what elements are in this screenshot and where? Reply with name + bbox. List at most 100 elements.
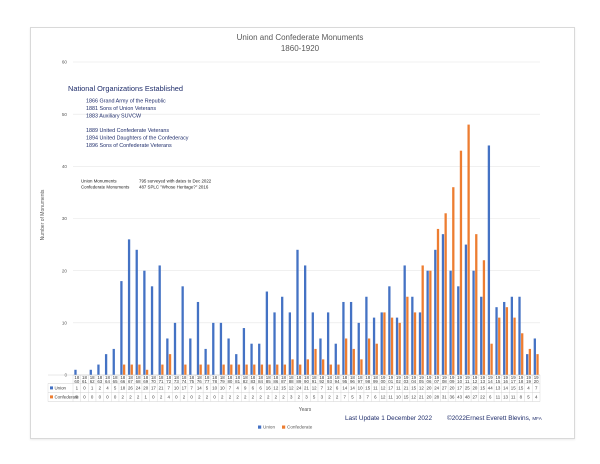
bar-union [503, 301, 506, 375]
x-tick-label: 18 67 [128, 375, 133, 384]
bar-confederate [498, 317, 501, 375]
bar-confederate [513, 317, 516, 375]
table-cell: 15 [518, 386, 523, 391]
bar-confederate [314, 348, 317, 375]
table-cell: 7 [229, 386, 232, 391]
chart-footer: Last Update 1 December 2022 ©2022Ernest … [345, 414, 543, 422]
organization-item: 1883 Auxiliary SUVCW [86, 114, 142, 120]
table-cell: 17 [388, 386, 393, 391]
bar-union [166, 338, 169, 375]
table-cell: 2 [259, 395, 262, 400]
table-cell: 27 [442, 386, 447, 391]
bar-confederate [145, 369, 149, 375]
table-cell: 14 [350, 386, 355, 391]
x-tick-label: 18 66 [120, 375, 125, 384]
table-cell: 0 [83, 386, 86, 391]
table-cell: 20 [143, 386, 148, 391]
bar-confederate [245, 364, 248, 375]
bar-union [127, 239, 131, 375]
x-tick-label: 18 97 [358, 375, 363, 384]
x-tick-label: 19 15 [495, 375, 500, 384]
table-cell: 2 [275, 395, 278, 400]
bar-confederate [467, 124, 470, 375]
table-cell: 4 [527, 386, 530, 391]
bar-union [212, 322, 215, 375]
table-cell: 17 [457, 386, 462, 391]
y-tick-label: 10 [62, 320, 68, 325]
x-tick-label: 19 19 [526, 375, 531, 384]
bar-union [403, 265, 406, 375]
bar-union [388, 286, 391, 375]
bar-confederate [276, 364, 279, 375]
bar-confederate [398, 322, 401, 375]
table-cell: 21 [304, 386, 309, 391]
x-tick-label: 18 94 [335, 375, 340, 384]
table-cell: 3 [290, 395, 293, 400]
x-tick-label: 18 77 [205, 375, 210, 384]
bar-confederate [306, 359, 309, 375]
table-cell: 24 [434, 386, 439, 391]
table-cell: 27 [472, 395, 477, 400]
bars [74, 124, 539, 375]
bar-confederate [222, 364, 225, 375]
table-cell: 9 [244, 386, 247, 391]
x-tick-label: 19 13 [480, 375, 485, 384]
bar-union [526, 354, 529, 375]
table-cell: 12 [273, 386, 278, 391]
bar-union [372, 317, 376, 375]
table-cell: 2 [198, 395, 201, 400]
x-tick-label: 18 74 [182, 375, 187, 384]
chart-subtitle: 1860-1920 [281, 44, 320, 53]
x-tick-label: 18 70 [151, 375, 156, 384]
bar-union [104, 354, 108, 375]
bar-union [265, 291, 269, 375]
table-cell: 12 [419, 386, 424, 391]
bar-confederate [230, 364, 233, 375]
table-cell: 13 [495, 386, 500, 391]
bar-union [457, 286, 460, 375]
table-series-label: Union [55, 386, 67, 391]
credit-text: ©2022Ernest Everett Blevins, MFA [447, 414, 543, 422]
bar-union [472, 270, 475, 375]
bar-confederate [283, 364, 287, 375]
table-cell: 2 [328, 395, 331, 400]
bar-confederate [344, 338, 348, 375]
x-tick-label: 19 03 [404, 375, 409, 384]
x-tick-label: 19 05 [419, 375, 424, 384]
x-tick-label: 18 95 [342, 375, 347, 384]
x-tick-label: 19 16 [503, 375, 508, 384]
bar-union [189, 338, 192, 375]
table-cell: 11 [511, 395, 516, 400]
x-tick-label: 18 87 [281, 375, 286, 384]
bar-union [326, 312, 330, 375]
table-cell: 2 [252, 395, 255, 400]
x-tick-label: 18 65 [113, 375, 118, 384]
x-tick-label: 18 92 [319, 375, 324, 384]
table-cell: 6 [374, 395, 377, 400]
bar-union [334, 343, 337, 375]
table-cell: 17 [151, 386, 156, 391]
bar-union [281, 296, 284, 375]
x-tick-label: 18 71 [159, 375, 164, 384]
table-cell: 7 [367, 395, 370, 400]
table-cell: 15 [281, 386, 286, 391]
x-tick-label: 18 72 [166, 375, 171, 384]
organization-item: 1881 Sons of Union Veterans [86, 106, 156, 112]
x-tick-label: 18 73 [174, 375, 179, 384]
bar-confederate [444, 213, 447, 375]
table-cell: 7 [190, 386, 193, 391]
bar-union [487, 145, 491, 375]
bar-confederate [168, 354, 172, 375]
bar-confederate [482, 260, 486, 375]
table-cell: 10 [174, 386, 179, 391]
table-cell: 11 [496, 395, 501, 400]
bar-confederate [360, 359, 363, 375]
bar-union [510, 296, 514, 375]
table-cell: 12 [381, 386, 386, 391]
table-cell: 2 [229, 395, 232, 400]
bar-union [411, 296, 414, 375]
organizations-title: National Organizations Established [68, 84, 183, 93]
bar-confederate [536, 354, 539, 375]
bar-union [426, 270, 429, 375]
